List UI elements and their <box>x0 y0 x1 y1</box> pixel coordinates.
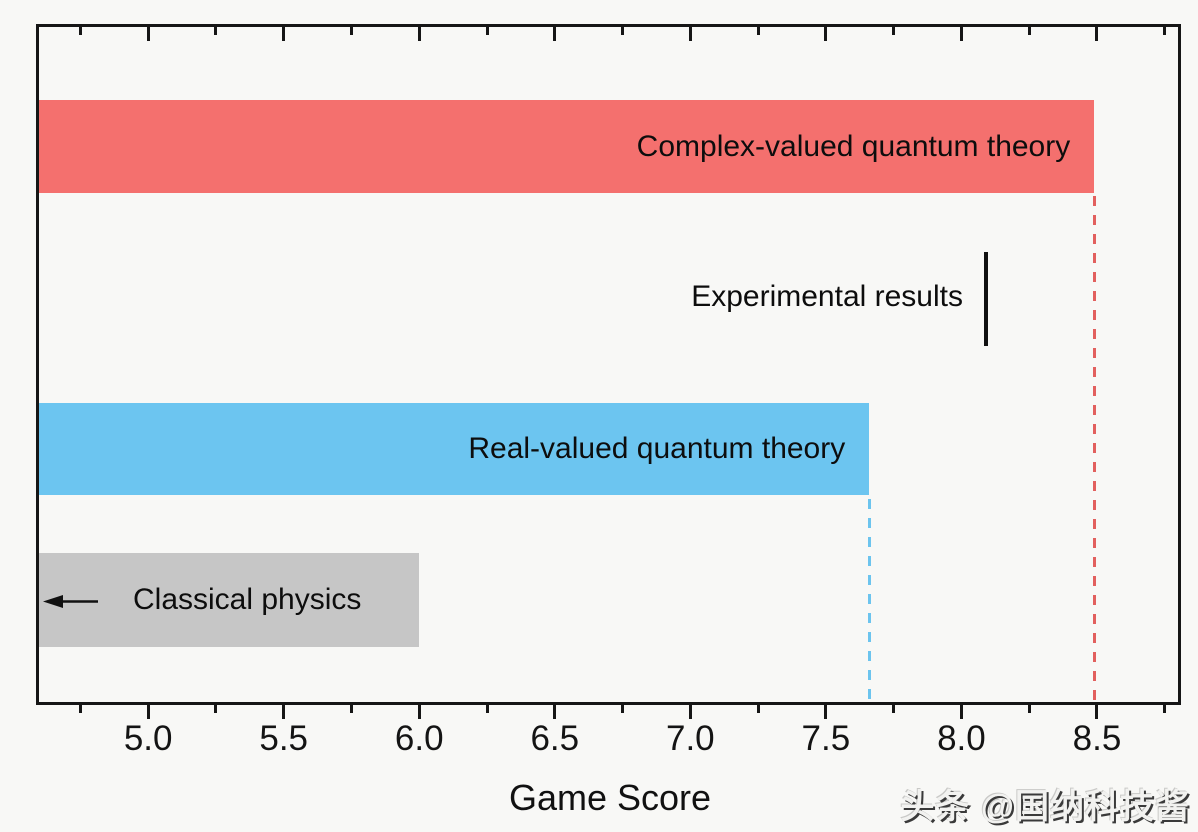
x-axis-tick-label: 7.5 <box>801 719 851 758</box>
x-axis-minor-tick <box>1027 27 1031 35</box>
experimental-results-label: Experimental results <box>691 280 963 313</box>
x-axis-minor-tick <box>78 27 82 35</box>
x-axis-major-tick <box>417 27 421 41</box>
x-axis-major-tick <box>824 705 828 719</box>
x-axis-major-tick <box>688 27 692 41</box>
x-axis-minor-tick <box>214 27 218 35</box>
x-axis-major-tick <box>959 27 963 41</box>
bar-real-valued-quantum-theory: Real-valued quantum theory <box>39 403 870 495</box>
x-axis-minor-tick <box>621 705 625 713</box>
x-axis-tick-label: 5.5 <box>259 719 309 758</box>
bar-label-complex: Complex-valued quantum theory <box>636 129 1071 163</box>
x-axis-tick-label: 8.5 <box>1072 719 1122 758</box>
x-axis-minor-tick <box>756 27 760 35</box>
x-axis-minor-tick <box>756 705 760 713</box>
x-axis-tick-label: 6.5 <box>530 719 580 758</box>
x-axis-minor-tick <box>78 705 82 713</box>
bar-label-classical: Classical physics <box>133 583 362 616</box>
x-axis-tick-label: 7.0 <box>665 719 715 758</box>
x-axis-major-tick <box>553 705 557 719</box>
plot-frame <box>36 24 1181 705</box>
x-axis-minor-tick <box>892 27 896 35</box>
experimental-results-marker <box>983 252 988 346</box>
x-axis-major-tick <box>417 705 421 719</box>
x-axis-minor-tick <box>1027 705 1031 713</box>
x-axis-minor-tick <box>1163 705 1167 713</box>
x-axis-tick-label: 8.0 <box>937 719 986 758</box>
x-axis-major-tick <box>146 705 150 719</box>
x-axis-minor-tick <box>214 705 218 713</box>
x-axis-major-tick <box>282 27 286 41</box>
dashed-guide-complex <box>1092 196 1096 705</box>
bar-classical-physics: Classical physics <box>39 553 420 647</box>
x-axis-tick-label: 6.0 <box>394 719 444 758</box>
bar-label-real: Real-valued quantum theory <box>468 432 846 465</box>
x-axis-minor-tick <box>621 27 625 35</box>
dashed-guide-real <box>867 499 871 705</box>
x-axis-minor-tick <box>485 705 489 713</box>
x-axis-minor-tick <box>892 705 896 713</box>
x-axis-minor-tick <box>349 27 353 35</box>
x-axis-major-tick <box>688 705 692 719</box>
x-axis-major-tick <box>282 705 286 719</box>
bar-complex-valued-quantum-theory: Complex-valued quantum theory <box>39 100 1095 193</box>
x-axis-minor-tick <box>485 27 489 35</box>
x-axis-major-tick <box>1095 705 1099 719</box>
x-axis-major-tick <box>824 27 828 41</box>
x-axis-minor-tick <box>349 705 353 713</box>
x-axis-major-tick <box>959 705 963 719</box>
watermark: 头条 @国纳科技酱 <box>900 788 1190 826</box>
x-axis-title: Game Score <box>508 777 712 818</box>
x-axis-tick-label: 5.0 <box>123 719 173 758</box>
x-axis-major-tick <box>146 27 150 41</box>
x-axis-major-tick <box>1095 27 1099 41</box>
x-axis-minor-tick <box>1163 27 1167 35</box>
left-arrow-icon <box>43 595 98 608</box>
x-axis-major-tick <box>553 27 557 41</box>
